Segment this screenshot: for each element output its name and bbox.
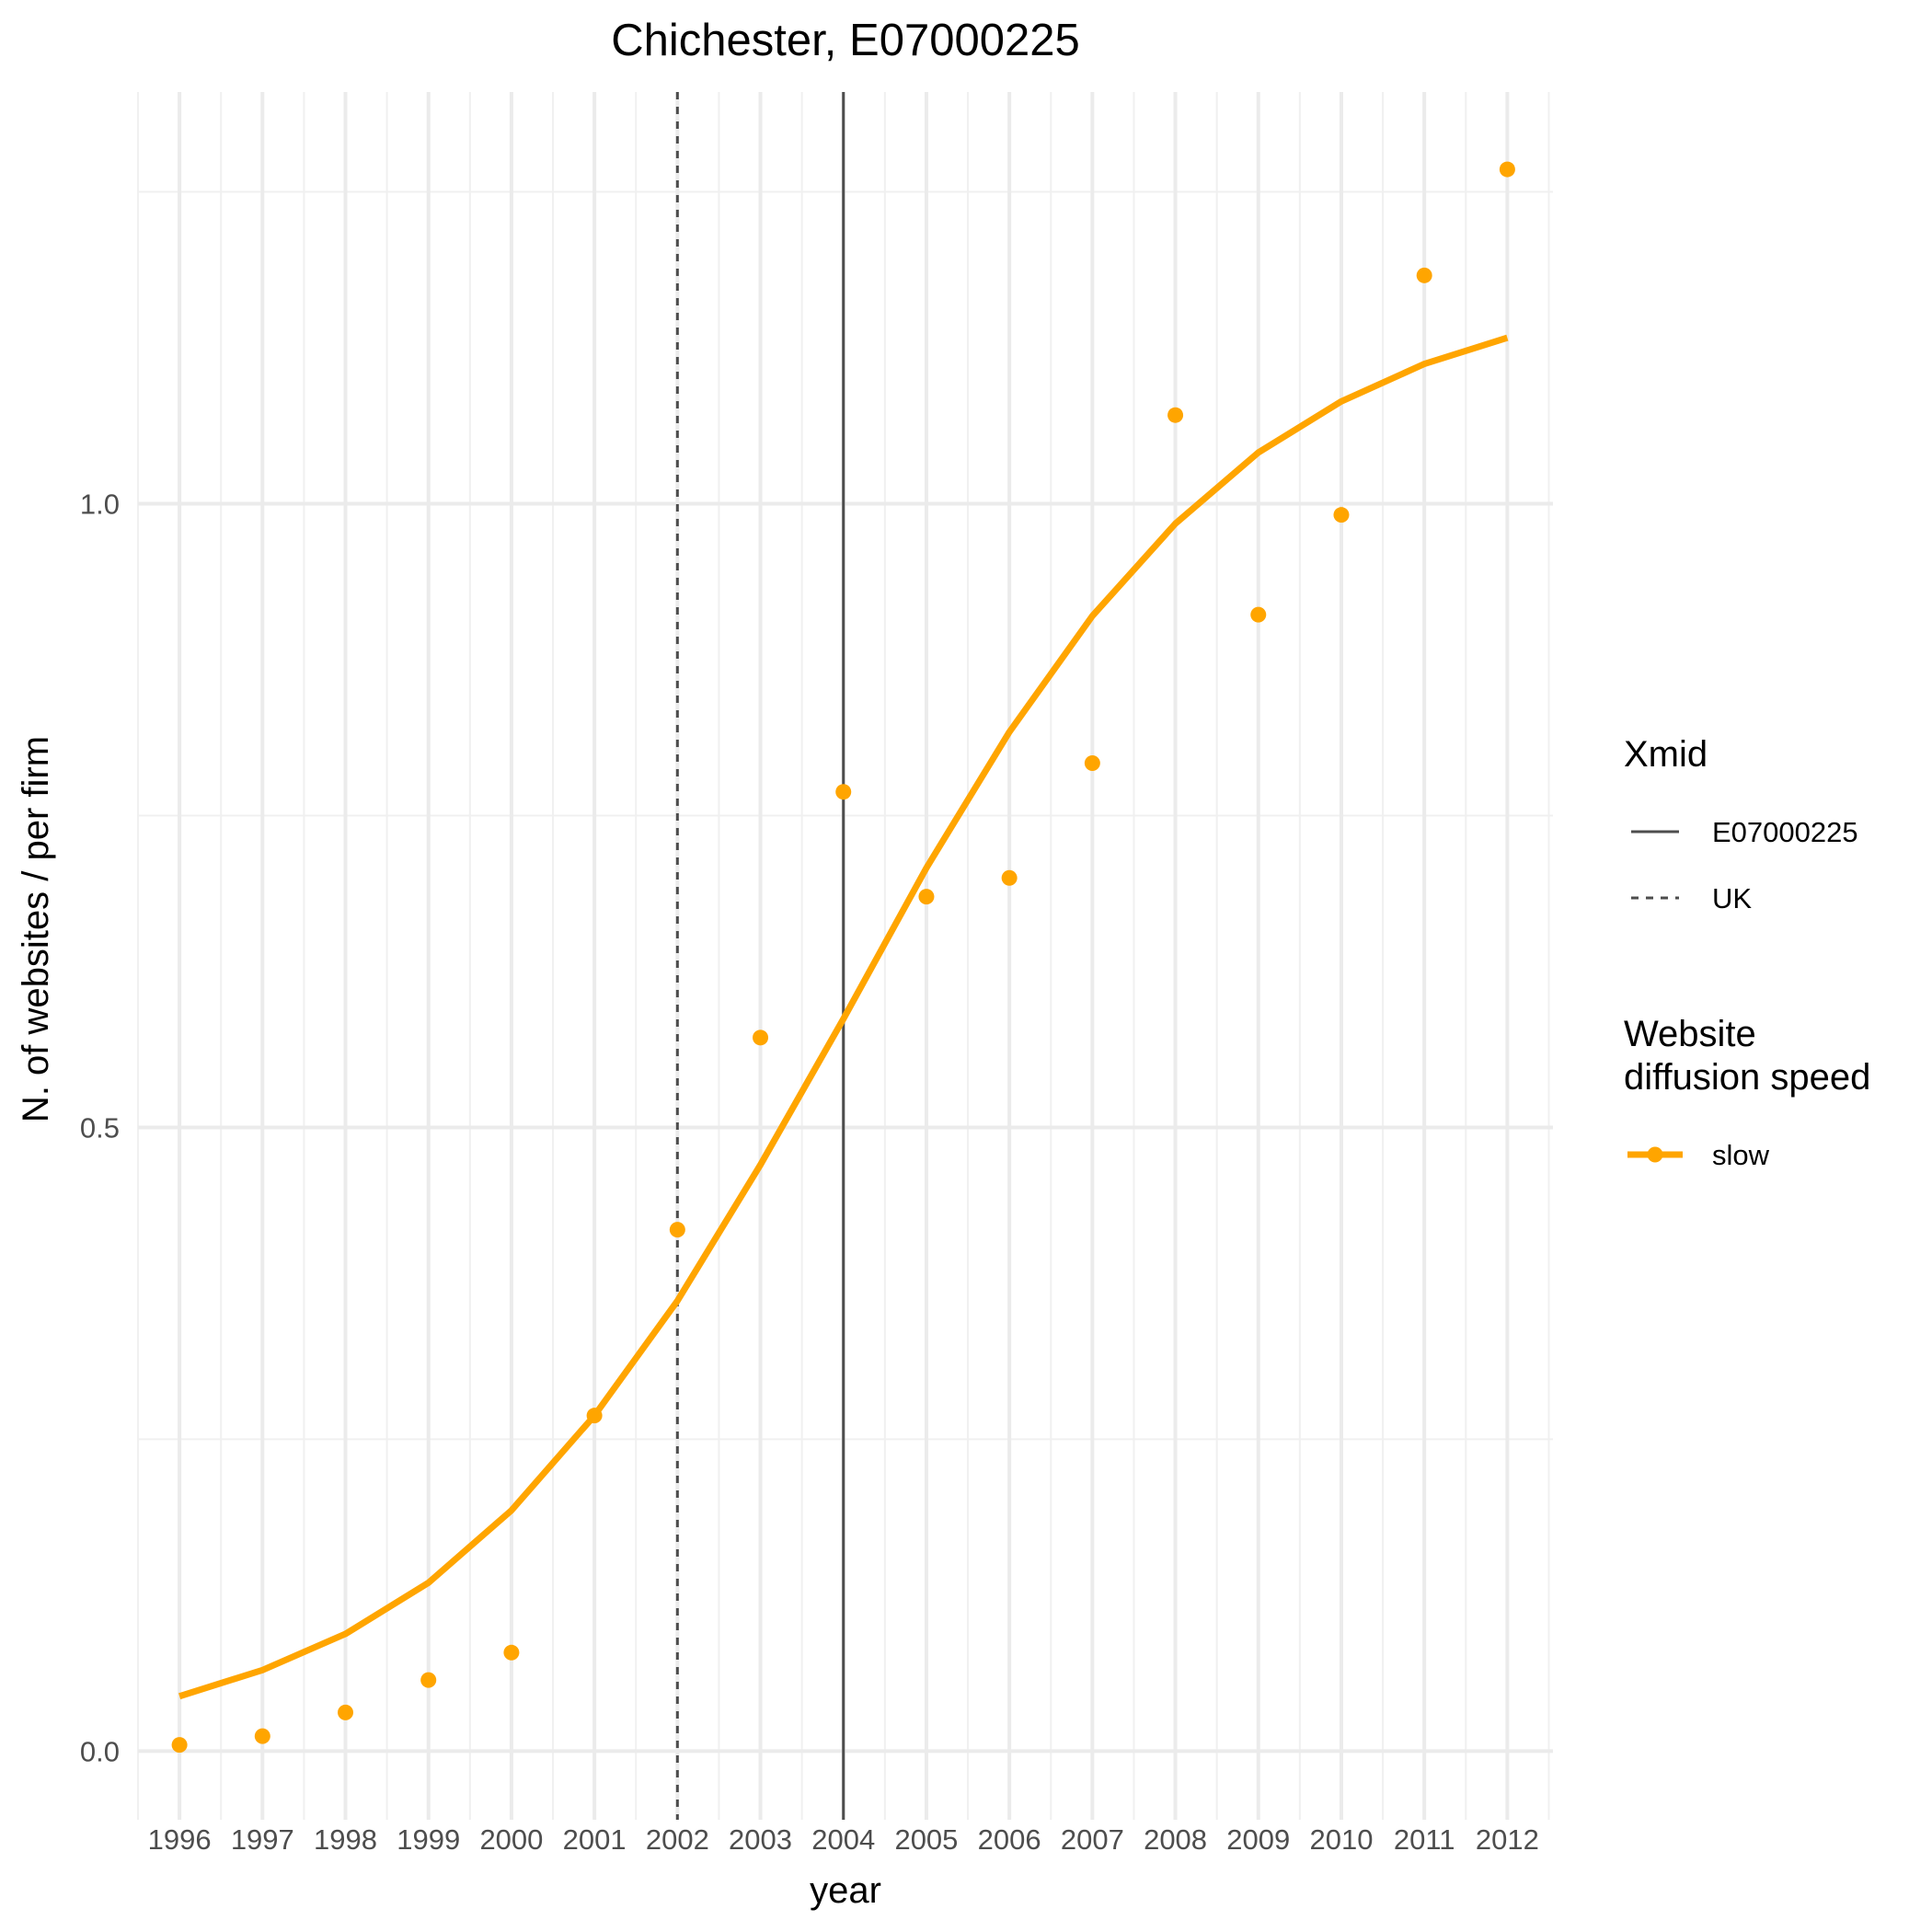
data-point: [338, 1704, 354, 1720]
data-point: [753, 1029, 769, 1046]
x-tick-label: 2002: [646, 1823, 709, 1856]
data-point: [1250, 606, 1267, 623]
data-point: [1333, 507, 1350, 523]
data-point: [1416, 267, 1432, 283]
x-tick-label: 2006: [978, 1823, 1041, 1856]
series-line-slow: [178, 334, 1509, 1700]
major-gridlines: [138, 92, 1553, 1820]
x-tick-label: 2011: [1394, 1823, 1455, 1856]
legend-label: E07000225: [1712, 816, 1858, 848]
y-tick-label: 0.5: [80, 1111, 120, 1144]
x-tick-label: 2004: [811, 1823, 875, 1856]
minor-gridlines: [137, 92, 1553, 1820]
data-point: [503, 1644, 520, 1661]
x-axis-title: year: [810, 1870, 881, 1911]
data-point: [1001, 869, 1018, 886]
legend-title: Xmid: [1624, 734, 1708, 775]
x-tick-label: 2000: [479, 1823, 543, 1856]
x-axis-ticks: 1996 1997 1998 1999 2000 2001 2002 2003 2004 2005…: [148, 1823, 1539, 1856]
legend-key-point: [1647, 1146, 1663, 1163]
x-tick-label: 1999: [397, 1823, 460, 1856]
y-axis-title: N. of websites / per firm: [16, 736, 56, 1122]
data-point: [586, 1408, 603, 1424]
y-tick-label: 1.0: [80, 488, 120, 520]
data-point: [1167, 407, 1184, 423]
x-tick-label: 1998: [314, 1823, 377, 1856]
data-point: [669, 1222, 685, 1238]
legend-label: slow: [1712, 1139, 1770, 1171]
legend-title: diffusion speed: [1624, 1057, 1870, 1098]
x-tick-label: 2010: [1309, 1823, 1373, 1856]
data-point: [1499, 161, 1515, 178]
series-layer: [171, 161, 1515, 1754]
x-tick-label: 2003: [729, 1823, 792, 1856]
data-point: [835, 784, 852, 800]
chart-title: Chichester, E07000225: [611, 16, 1079, 65]
legend-title: Website: [1624, 1014, 1756, 1054]
x-tick-label: 2005: [894, 1823, 958, 1856]
legend-label: UK: [1712, 882, 1752, 914]
data-point: [420, 1672, 437, 1688]
data-point: [918, 889, 935, 905]
data-point: [254, 1728, 270, 1744]
x-tick-label: 2007: [1061, 1823, 1124, 1856]
data-point: [1084, 755, 1100, 772]
x-tick-label: 2001: [563, 1823, 627, 1856]
data-point: [171, 1737, 188, 1754]
x-tick-label: 1996: [148, 1823, 212, 1856]
y-axis-ticks: 0.0 0.5 1.0: [80, 488, 120, 1767]
x-tick-label: 2009: [1226, 1823, 1290, 1856]
x-tick-label: 2008: [1144, 1823, 1207, 1856]
reference-lines: [675, 92, 845, 1820]
y-tick-label: 0.0: [80, 1735, 120, 1767]
x-tick-label: 1997: [231, 1823, 294, 1856]
x-tick-label: 2012: [1476, 1823, 1539, 1856]
